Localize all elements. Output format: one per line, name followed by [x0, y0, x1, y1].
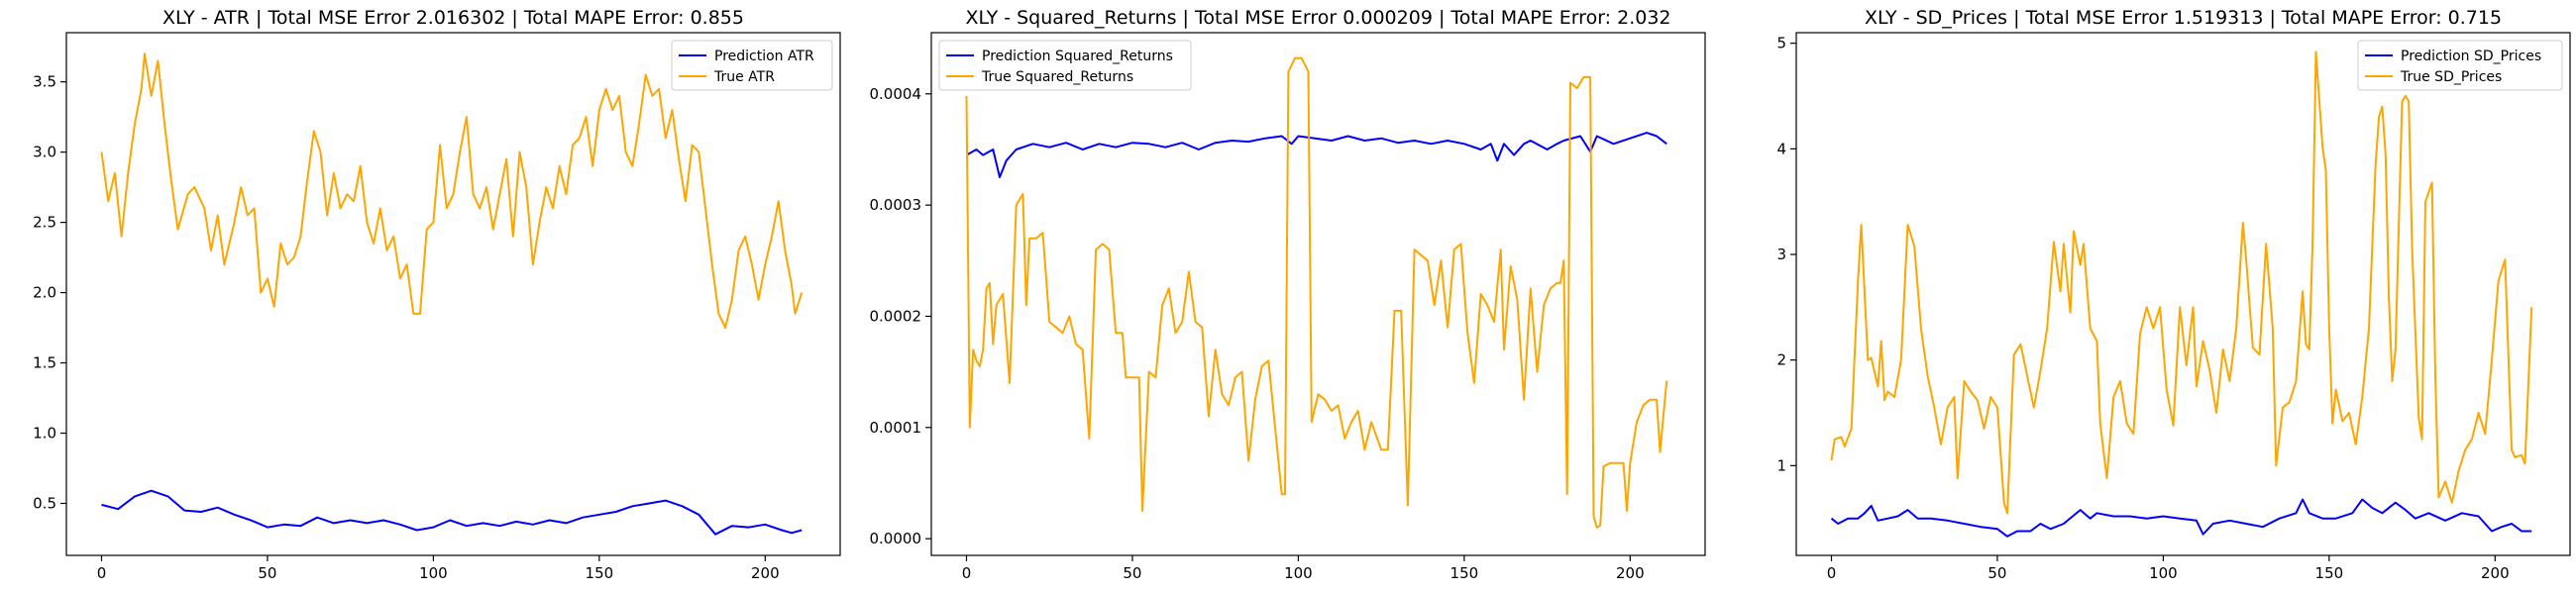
x-tick-label: 0 — [97, 564, 107, 582]
x-tick-label: 150 — [1450, 564, 1479, 582]
x-tick-label: 0 — [1827, 564, 1837, 582]
chart-title: XLY - Squared_Returns | Total MSE Error … — [965, 7, 1670, 29]
legend-box — [938, 40, 1192, 91]
legend: Prediction SD_Prices True SD_Prices — [2357, 40, 2563, 91]
plot-frame — [1795, 32, 2571, 556]
legend-label: Prediction SD_Prices — [2401, 49, 2541, 64]
x-tick-label: 200 — [751, 564, 780, 582]
x-tick-label: 100 — [2149, 564, 2178, 582]
y-tick-label: 2.5 — [33, 214, 56, 232]
y-tick-label: 1.5 — [33, 354, 56, 372]
y-tick-label: 1 — [1776, 456, 1786, 474]
y-tick-label: 3 — [1776, 246, 1786, 263]
y-tick-label: 3.5 — [33, 73, 56, 91]
series-line-0 — [1830, 498, 2532, 538]
legend-label: True SD_Prices — [2400, 69, 2502, 85]
x-tick-label: 100 — [419, 564, 448, 582]
x-tick-label: 200 — [1616, 564, 1645, 582]
legend-box — [671, 40, 833, 91]
y-tick-label: 0.0002 — [870, 307, 922, 325]
y-tick-label: 5 — [1776, 35, 1786, 52]
legend-label: Prediction Squared_Returns — [982, 49, 1173, 64]
y-tick-label: 3.0 — [33, 144, 56, 161]
x-tick-label: 200 — [2481, 564, 2510, 582]
chart-panel-squared-returns: XLY - Squared_Returns | Total MSE Error … — [870, 7, 1706, 582]
series-line-1 — [965, 56, 1668, 529]
y-tick-label: 0.0004 — [870, 85, 922, 103]
chart-panel-sd-prices: XLY - SD_Prices | Total MSE Error 1.5193… — [1776, 7, 2571, 582]
plot-frame — [65, 32, 841, 556]
x-tick-label: 50 — [1123, 564, 1141, 582]
y-tick-label: 2.0 — [33, 284, 56, 302]
legend: Prediction ATR True ATR — [671, 40, 833, 91]
chart-title: XLY - ATR | Total MSE Error 2.016302 | T… — [162, 7, 744, 29]
x-tick-label: 150 — [2315, 564, 2344, 582]
chart-panel-atr: XLY - ATR | Total MSE Error 2.016302 | T… — [33, 7, 841, 582]
legend-label: True Squared_Returns — [981, 69, 1133, 85]
series-line-0 — [101, 489, 803, 536]
series-line-1 — [100, 52, 804, 330]
y-tick-label: 0.0003 — [870, 196, 922, 214]
x-tick-label: 50 — [1987, 564, 2006, 582]
y-tick-label: 0.0000 — [870, 530, 922, 547]
x-tick-label: 0 — [962, 564, 972, 582]
y-tick-label: 2 — [1776, 351, 1786, 369]
x-tick-label: 100 — [1284, 564, 1313, 582]
x-tick-label: 150 — [586, 564, 614, 582]
legend-label: Prediction ATR — [714, 49, 814, 64]
legend-label: True ATR — [713, 69, 775, 85]
series-line-0 — [966, 132, 1667, 178]
chart-title: XLY - SD_Prices | Total MSE Error 1.5193… — [1865, 7, 2502, 29]
y-tick-label: 1.0 — [33, 425, 56, 443]
legend: Prediction Squared_Returns True Squared_R… — [938, 40, 1192, 91]
legend-box — [2357, 40, 2563, 91]
y-tick-label: 0.0001 — [870, 419, 922, 437]
series-line-1 — [1830, 50, 2533, 515]
y-tick-label: 0.5 — [33, 494, 56, 512]
x-tick-label: 50 — [258, 564, 276, 582]
plot-frame — [930, 32, 1706, 556]
y-tick-label: 4 — [1776, 140, 1786, 157]
